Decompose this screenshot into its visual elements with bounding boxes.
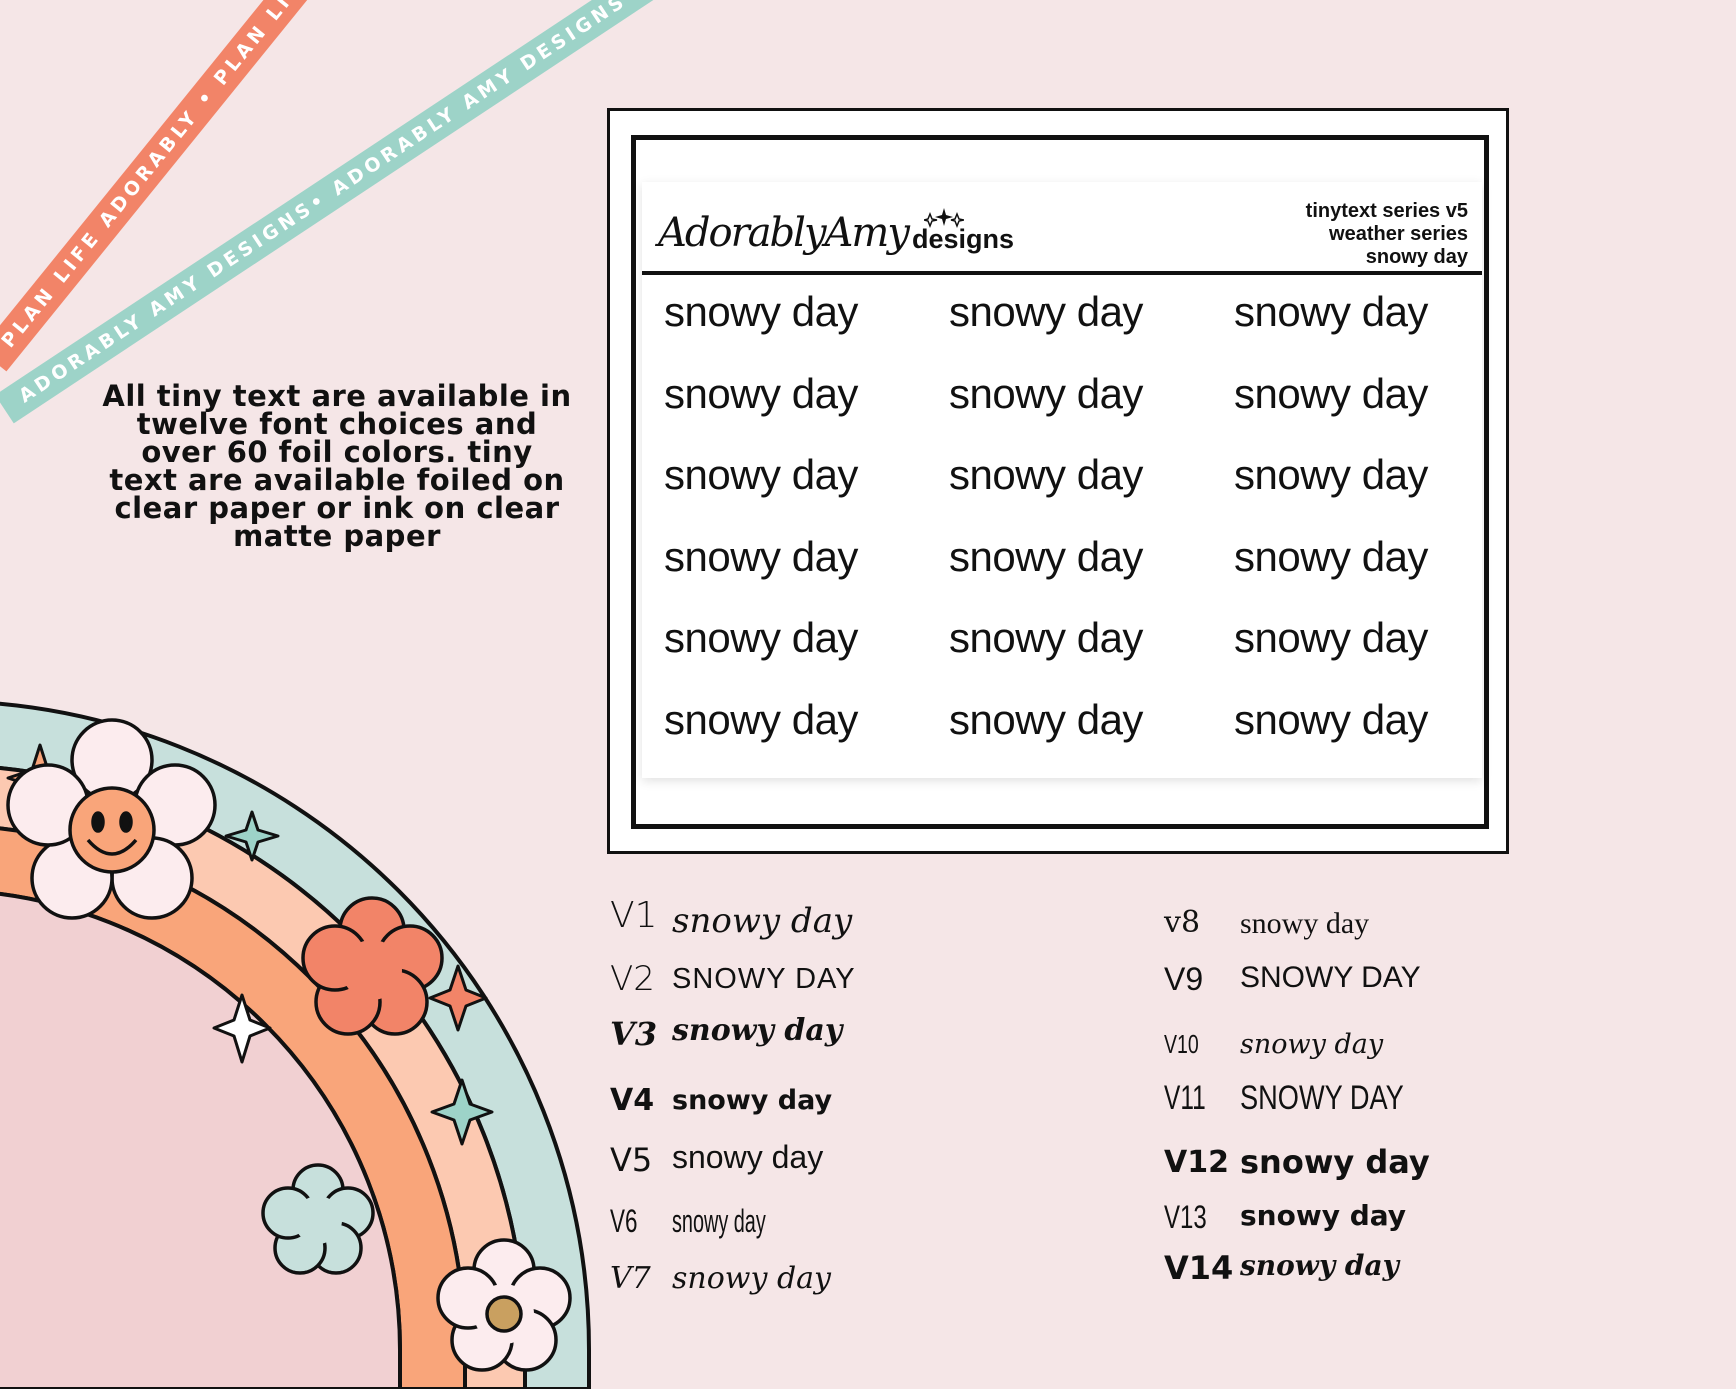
header-divider [642,271,1482,275]
sticker-item: snowy day [664,695,858,743]
font-version-label: V14 [1164,1249,1234,1287]
brand-logo-designs: designs [912,224,1015,254]
font-version-label: V7 [610,1261,651,1296]
sticker-item: snowy day [949,451,1143,498]
font-version-sample: snowy day [1240,1029,1384,1060]
font-version-label: V1 [610,895,658,936]
sparkle-icon [428,964,488,1032]
font-version-sample: snowy day [1240,907,1370,940]
font-version-label: V3 [610,1015,658,1053]
sheet-header: AdorablyAmy designs tinytext series v5 w… [642,182,1482,272]
font-version-sample: snowy day [672,901,853,941]
rainbow-illustration [0,701,591,1389]
font-version-sample: snowy day [672,1085,833,1116]
font-version-sample: snowy day [672,1013,843,1048]
sparkle-icon [212,993,272,1064]
font-version-sample: SNOWY DAY [1240,1079,1404,1117]
font-version-label: V11 [1164,1079,1206,1117]
sticker-item: snowy day [664,532,858,580]
sticker-item: snowy day [664,451,858,498]
font-version-sample: snowy day [672,1261,831,1296]
font-version-label: V13 [1164,1199,1207,1235]
sticker-item: snowy day [1234,288,1428,335]
coral-flower-icon [301,896,444,1036]
smiley-flower-icon [6,718,217,920]
sticker-item: snowy day [1234,614,1428,661]
sticker-item: snowy day [1234,532,1428,580]
brand-logo-script: AdorablyAmy [658,210,910,256]
font-version-sample: SNOWY DAY [1240,961,1421,994]
series-info: tinytext series v5 weather series snowy … [1306,200,1468,269]
font-version-label: V9 [1164,961,1204,997]
font-version-label: V4 [610,1083,655,1118]
font-versions-right: v8 snowy day V9 SNOWY DAY V10 snowy day … [1164,905,1584,1305]
sticker-item: snowy day [1234,369,1428,417]
sticker-item: snowy day [664,614,858,661]
series-line: tinytext series v5 [1305,200,1468,222]
sparkle-icon [430,1078,494,1146]
series-line: weather series [1329,223,1468,245]
font-versions-left: V1 snowy day V2 SNOWY DAY V3 snowy day V… [610,895,1030,1305]
series-line: snowy day [1365,246,1468,268]
sticker-item: snowy day [1234,695,1428,743]
font-version-sample: snowy day [1240,1143,1430,1181]
sticker-item: snowy day [664,369,858,417]
sparkle-icon [924,208,964,229]
font-version-sample: SNOWY DAY [672,963,856,995]
sticker-item: snowy day [949,288,1143,335]
font-version-sample: snowy day [1240,1249,1399,1282]
sticker-grid: snowy day snowy day snowy day snowy day … [642,280,1482,769]
font-version-label: v8 [1164,905,1201,940]
font-version-label: V10 [1164,1029,1199,1059]
ribbon-plan-life-adorably: PLAN LIFE ADORABLY • PLAN LIFE ADORABLY … [0,0,359,372]
sticker-item: snowy day [1234,451,1428,498]
font-version-sample: snowy day [672,1139,824,1175]
sticker-item: snowy day [949,695,1143,743]
white-flower-icon [436,1238,572,1372]
font-version-label: V12 [1164,1145,1229,1180]
sticker-item: snowy day [949,369,1143,417]
sticker-item: snowy day [949,532,1143,580]
sticker-sheet: AdorablyAmy designs tinytext series v5 w… [642,182,1482,778]
sparkle-icon [224,810,280,862]
info-text: All tiny text are available in twelve fo… [102,379,572,553]
font-version-label: V6 [610,1203,638,1239]
sticker-item: snowy day [664,288,858,335]
font-version-label: V2 [610,959,655,999]
font-version-sample: snowy day [672,1203,766,1239]
font-version-sample: snowy day [1240,1199,1407,1232]
sticker-item: snowy day [949,614,1143,661]
mint-flower-icon [261,1163,375,1275]
font-version-label: V5 [610,1141,653,1179]
